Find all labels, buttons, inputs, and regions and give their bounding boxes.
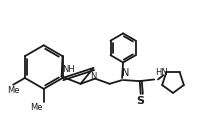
Text: NH: NH [62,65,75,74]
Text: S: S [137,96,145,106]
Text: HN: HN [155,68,167,77]
Text: Me: Me [7,86,19,95]
Text: N: N [91,72,97,81]
Text: N: N [122,68,130,78]
Text: Me: Me [30,103,43,112]
